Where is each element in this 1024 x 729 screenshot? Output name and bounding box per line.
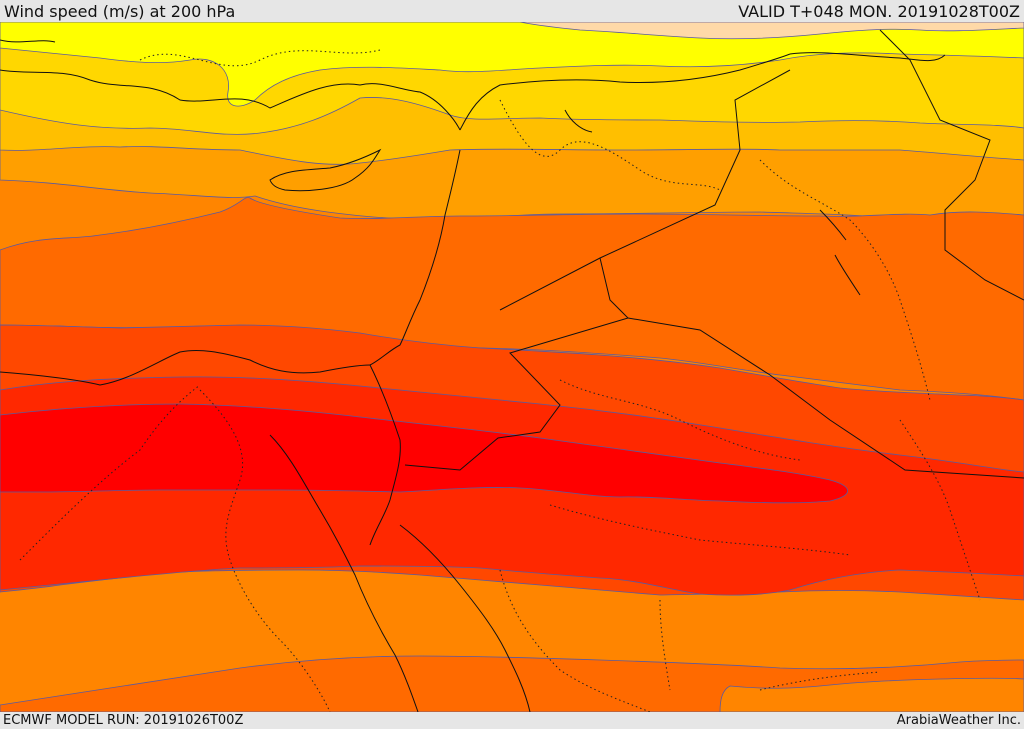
internal-borders xyxy=(19,49,981,712)
map-title: Wind speed (m/s) at 200 hPa xyxy=(4,2,236,21)
band-10 xyxy=(0,403,849,504)
band-1 xyxy=(519,22,1024,40)
footer-bar: ECMWF MODEL RUN: 20191026T00Z ArabiaWeat… xyxy=(0,712,1024,729)
valid-time: VALID T+048 MON. 20191028T00Z xyxy=(738,2,1020,21)
model-run: ECMWF MODEL RUN: 20191026T00Z xyxy=(3,713,244,728)
country-borders xyxy=(0,29,1024,712)
band-lower-2 xyxy=(719,677,1024,712)
credit-label: ArabiaWeather Inc. xyxy=(896,713,1021,728)
header-bar: Wind speed (m/s) at 200 hPa VALID T+048 … xyxy=(0,0,1024,22)
wind-speed-map xyxy=(0,22,1024,712)
